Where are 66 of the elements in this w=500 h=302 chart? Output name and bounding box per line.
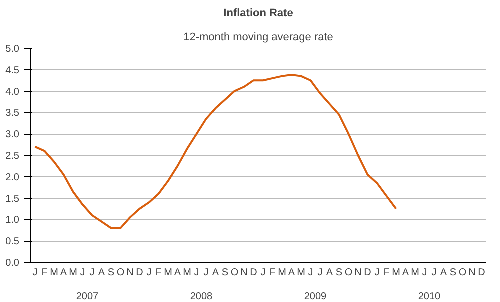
x-tick-label: M [69,268,78,278]
x-tick-label: J [32,268,38,278]
y-tick-label: 4.0 [6,86,20,98]
x-tick-label: N [126,268,134,278]
y-tick-label: 3.0 [6,130,20,141]
x-tick-label: J [194,268,200,278]
x-tick-label: M [392,268,400,278]
x-tick-label: J [432,268,437,278]
x-tick-label: F [42,268,48,278]
y-tick-label: 4.5 [6,65,20,76]
x-tick-label: A [402,268,410,278]
x-tick-label: J [80,268,86,278]
x-tick-label: J [318,268,323,278]
chart-subtitle: 12-month moving average rate [184,32,334,44]
text: 2008 [190,292,214,302]
x-tick-label: J [308,268,314,278]
y-tick-label: 1.5 [6,194,20,205]
x-tick-label: O [116,268,125,278]
x-tick-label: D [136,268,144,278]
x-tick-label: A [212,268,220,278]
x-tick-label: J [260,268,266,278]
x-tick-label: N [240,268,248,278]
x-tick-label: M [164,268,172,278]
x-tick-label: A [326,268,334,278]
x-tick-label: J [204,268,209,278]
x-tick-label: O [344,268,353,278]
x-tick-label: M [411,268,420,278]
x-tick-label: D [250,268,258,278]
x-tick-label: J [374,268,380,278]
x-tick-label: F [384,268,390,278]
x-tick-label: N [468,268,476,278]
y-tick-label: 5.0 [6,44,20,55]
x-tick-label: M [278,268,286,278]
y-tick-label: 0.0 [6,258,20,269]
text: 2009 [304,292,328,302]
y-tick-label: 2.0 [6,172,20,184]
x-tick-label: S [450,268,457,278]
chart-title: Inflation Rate [224,8,294,20]
y-tick-label: 2.5 [6,151,20,162]
text: 2010 [418,292,442,302]
x-tick-label: J [422,268,428,278]
x-tick-label: S [108,268,115,278]
x-tick-label: A [60,268,68,278]
x-tick-label: N [354,268,362,278]
x-tick-label: A [98,268,106,278]
x-tick-label: S [222,268,229,278]
x-tick-label: D [478,268,486,278]
x-tick-label: F [270,268,276,278]
x-tick-label: A [440,268,448,278]
x-tick-label: M [297,268,306,278]
x-tick-label: F [156,268,162,278]
y-tick-label: 1.0 [6,215,20,226]
x-tick-label: A [288,268,296,278]
text: 2007 [76,292,100,302]
y-tick-label: 0.5 [6,236,20,248]
x-tick-label: J [146,268,152,278]
x-tick-label: S [336,268,343,278]
x-tick-label: O [458,268,467,278]
y-tick-label: 3.5 [6,108,20,120]
x-tick-label: J [90,268,95,278]
x-tick-label: M [50,268,58,278]
line-series [34,74,398,230]
x-tick-label: O [230,268,239,278]
x-tick-label: M [183,268,192,278]
x-tick-label: A [174,268,182,278]
x-tick-label: D [364,268,372,278]
